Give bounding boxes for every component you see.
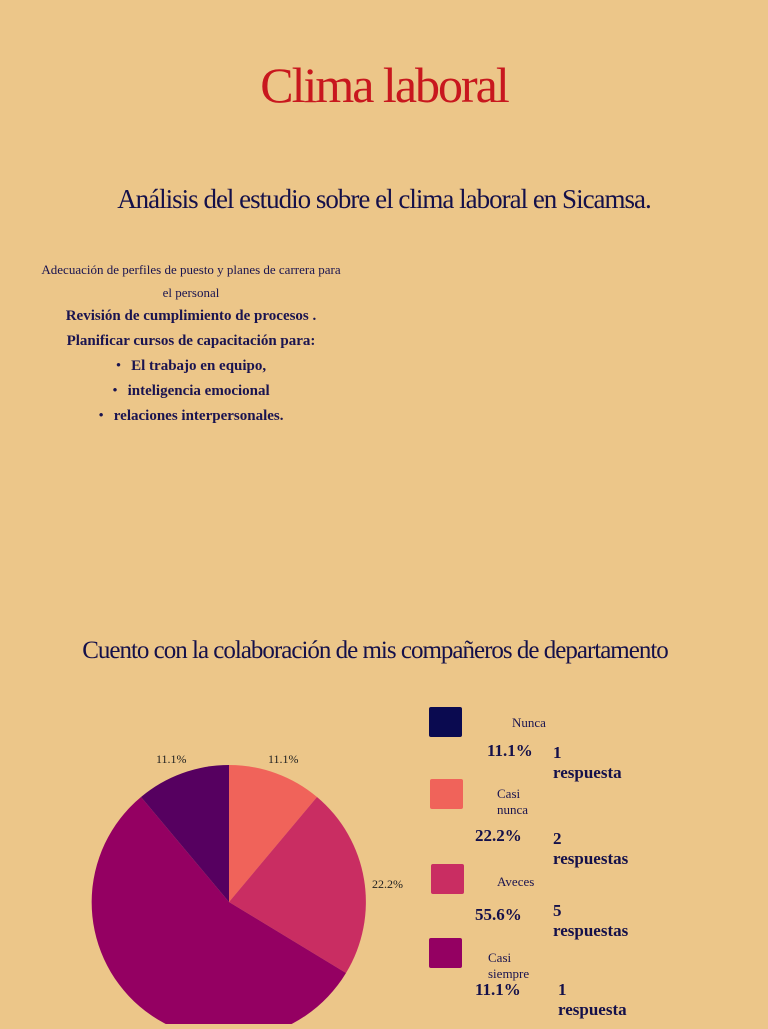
note-line: Adecuación de perfiles de puesto y plane… bbox=[41, 262, 341, 277]
bullet-item: inteligencia emocional bbox=[20, 379, 362, 404]
pie-label: 22.2% bbox=[372, 877, 403, 891]
legend-label: Aveces bbox=[497, 874, 535, 889]
legend-swatch-casi-nunca bbox=[430, 779, 463, 809]
pie-label: 11.1% bbox=[156, 752, 187, 766]
legend-percent: 55.6% bbox=[475, 905, 522, 924]
legend-count: 2 respuestas bbox=[553, 829, 629, 868]
note-line: el personal bbox=[162, 285, 220, 300]
pie-slice-nunca bbox=[141, 765, 229, 902]
legend-swatch-aveces bbox=[431, 864, 464, 894]
legend-label: Casi siempre bbox=[488, 950, 530, 981]
legend-count: 1 respuesta bbox=[558, 980, 627, 1019]
legend-swatch-nunca bbox=[429, 707, 462, 737]
legend-percent: 22.2% bbox=[475, 826, 522, 845]
pie-slice-casi-nunca bbox=[229, 765, 317, 902]
legend-label: Nunca bbox=[512, 715, 546, 730]
legend-count: 5 respuestas bbox=[553, 901, 629, 940]
chart-title: Cuento con la colaboración de mis compañ… bbox=[82, 637, 669, 664]
bullet-item: relaciones interpersonales. bbox=[20, 404, 362, 429]
note-line: Planificar cursos de capacitación para: bbox=[66, 333, 316, 349]
page-title: Clima laboral bbox=[260, 57, 510, 113]
pie-slice-major bbox=[91, 797, 346, 1029]
legend-percent: 11.1% bbox=[475, 980, 521, 999]
bullet-item: El trabajo en equipo, bbox=[20, 354, 362, 379]
recommendations: Adecuación de perfiles de puesto y plane… bbox=[20, 258, 362, 429]
pie-chart: 11.1% 11.1% 22.2% bbox=[0, 690, 420, 1029]
pie-svg bbox=[91, 765, 366, 1029]
pie-slice-aveces bbox=[229, 797, 366, 973]
pie-label: 11.1% bbox=[268, 752, 299, 766]
note-line: Revisión de cumplimiento de procesos . bbox=[65, 308, 317, 324]
page-subtitle: Análisis del estudio sobre el clima labo… bbox=[117, 184, 652, 214]
legend-percent: 11.1% bbox=[487, 741, 533, 760]
legend-label: Casi nunca bbox=[497, 786, 529, 817]
legend-swatch-casi-siempre bbox=[429, 938, 462, 968]
legend-count: 1 respuesta bbox=[553, 743, 622, 782]
